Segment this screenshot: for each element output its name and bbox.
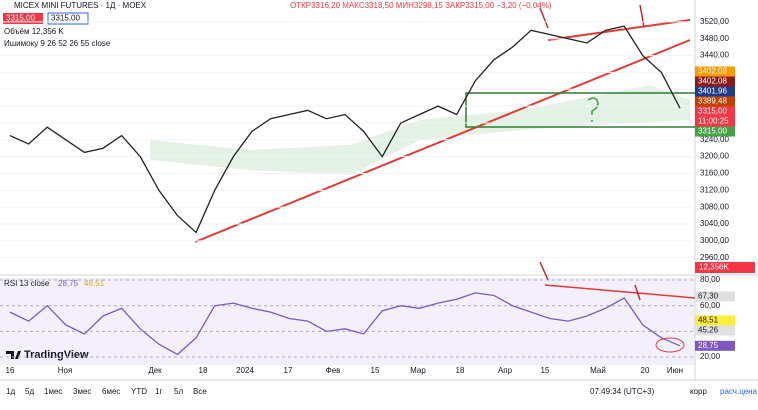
time-label: Дек (148, 366, 162, 375)
ichimoku-legend: Ишимоку 9 26 52 26 55 close (4, 39, 111, 48)
time-label: Апр (498, 366, 513, 375)
range-button[interactable]: 6мес (102, 387, 120, 396)
rsi-circle (655, 337, 685, 353)
rsi-panel (0, 278, 695, 365)
time-label: Июн (667, 366, 683, 375)
price-tag (695, 126, 735, 137)
y-tick-label: 3080,00 (700, 202, 729, 211)
y-tick-label: 3200,00 (700, 152, 729, 161)
time-label: 15 (541, 366, 550, 375)
y-tick-label: 3480,00 (700, 34, 729, 43)
range-button[interactable]: Все (193, 387, 207, 396)
y-tick-label: 3000,00 (700, 236, 729, 245)
price-line (9, 25, 681, 234)
time-label: 18 (199, 366, 208, 375)
range-button[interactable]: 5л (174, 387, 183, 396)
y-tick-label: 3040,00 (700, 219, 729, 228)
time-label: 16 (6, 366, 15, 375)
price-box[interactable] (47, 12, 89, 25)
y-tick-label: 3160,00 (700, 169, 729, 178)
rsi-trend-line (544, 284, 719, 301)
price-box-text: 3315,00 (51, 14, 80, 23)
clock: 07:49:34 (UTC+3) (590, 387, 655, 396)
trend-line (547, 19, 691, 41)
option[interactable]: корр (690, 387, 707, 396)
range-button[interactable]: YTD (131, 387, 147, 396)
price-tag (695, 96, 735, 107)
y-tick-label: 80,00 (700, 275, 721, 284)
price-tag-text: 3315,00 (698, 107, 727, 116)
volume-tag-text: 12,356K (699, 263, 729, 272)
rsi-value: 28,75 (58, 279, 79, 288)
y-tick-label: 3440,00 (700, 51, 729, 60)
y-tick-label: 3240,00 (700, 135, 729, 144)
price-tag-text: 28,75 (698, 341, 719, 350)
price-box-text: 3315,00 (6, 14, 35, 23)
range-button[interactable]: 1д (6, 387, 15, 396)
rsi-line (9, 292, 681, 356)
ichimoku-cloud (150, 85, 690, 175)
logo-icon (6, 351, 21, 359)
trend-line (194, 39, 691, 243)
time-label: Мар (410, 366, 426, 375)
price-tag-text: 45,26 (698, 326, 719, 335)
price-box[interactable] (3, 13, 43, 24)
countdown: 11:00:25 (698, 117, 729, 126)
rsi-legend: RSI 13 close (4, 279, 50, 288)
price-tag (695, 66, 735, 77)
time-label: 2024 (236, 366, 254, 375)
range-button[interactable]: 5д (25, 387, 34, 396)
time-label: 15 (371, 366, 380, 375)
volume-legend: Объём 12,356 K (4, 27, 64, 36)
y-tick-label: 2960,00 (700, 253, 729, 262)
range-button[interactable]: 1г (155, 387, 162, 396)
rsi-value: 48,51 (84, 279, 105, 288)
time-label: 20 (641, 366, 650, 375)
y-tick-label: 3520,00 (700, 17, 729, 26)
price-tag-text: 3401,96 (698, 87, 727, 96)
annotation-arrows (539, 4, 645, 301)
countdown-tag (695, 116, 735, 127)
price-tag (695, 340, 735, 351)
y-tick-label: 20,00 (700, 352, 721, 361)
price-tag (695, 86, 735, 97)
price-tag-text: 3402,08 (698, 67, 727, 76)
price-tag-text: 3402,08 (698, 77, 727, 86)
option[interactable]: расч.цена (720, 387, 758, 396)
y-tick-label: 60,00 (700, 301, 721, 310)
price-tag-text: 48,51 (698, 316, 719, 325)
time-label: 18 (456, 366, 465, 375)
price-tag-text: 67,30 (698, 291, 719, 300)
price-tag (695, 76, 735, 87)
ohlc: ОТКР3316,20 МАКС3318,50 МИН3298,15 ЗАКР3… (290, 1, 552, 10)
volume-tag (695, 262, 755, 273)
symbol: MICEX MINI FUTURES · 1Д · MOEX (14, 1, 147, 10)
time-label: Май (590, 366, 606, 375)
question-mark (587, 97, 599, 122)
price-tag (695, 291, 735, 302)
range-button[interactable]: 1мес (44, 387, 62, 396)
price-tag-text: 3389,48 (698, 97, 727, 106)
price-tag (695, 106, 735, 117)
logo: TradingView (24, 349, 89, 361)
y-tick-label: 3120,00 (700, 185, 729, 194)
time-label: Ноя (58, 366, 73, 375)
price-tag (695, 325, 735, 336)
time-label: 17 (284, 366, 293, 375)
price-tag (695, 315, 735, 326)
range-button[interactable]: 3мес (73, 387, 91, 396)
price-tag-text: 3315,00 (698, 127, 727, 136)
time-label: Фев (326, 366, 341, 375)
